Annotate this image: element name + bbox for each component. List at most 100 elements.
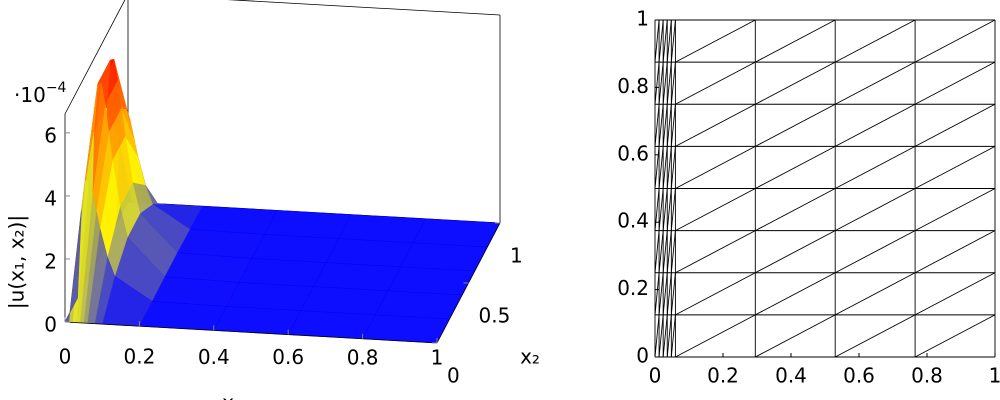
mesh-diagonal-edge [755, 19, 836, 63]
x1-tick-label: 0.2 [123, 345, 155, 369]
y-tick-label: 1 [636, 7, 649, 31]
mesh-diagonal-edge [666, 314, 672, 358]
z-scale-base: ·10 [14, 83, 46, 107]
mesh-diagonal-edge [914, 230, 996, 274]
x2-tick-label: 1 [510, 244, 523, 268]
mesh-diagonal-edge [834, 61, 916, 105]
surface-patch [251, 234, 340, 263]
x1-tick-label: 0 [59, 345, 72, 369]
y-tick-label: 0.2 [617, 276, 649, 300]
axis-box-edge [64, 0, 126, 115]
y-tick-label: 0.6 [617, 141, 649, 165]
y-tick-label: 0.8 [617, 74, 649, 98]
mesh-diagonal-edge [670, 230, 676, 273]
surface-patch [300, 286, 389, 316]
z-scale: ·10−4 [14, 80, 67, 107]
mesh-diagonal-edge [662, 62, 668, 105]
surface-patch [399, 242, 488, 272]
mesh-diagonal-edge [662, 230, 668, 273]
mesh-diagonal-edge [675, 61, 756, 105]
mesh-diagonal-edge [666, 272, 672, 315]
mesh-diagonal-edge [755, 145, 836, 189]
mesh-diagonal-edge [658, 104, 664, 147]
y-tick-label: 0 [636, 344, 649, 368]
mesh-diagonal-edge [662, 188, 668, 231]
mesh-diagonal-edge [666, 19, 672, 63]
axis-box-edge [227, 0, 501, 16]
mesh-diagonal-edge [658, 230, 664, 273]
mesh-diagonal-edge [914, 145, 996, 189]
mesh-diagonal-edge [755, 61, 836, 105]
mesh-diagonal-edge [834, 145, 916, 189]
mesh-diagonal-edge [675, 103, 756, 147]
mesh-diagonal-edge [654, 19, 660, 63]
mesh-diagonal-edge [914, 19, 996, 63]
surface-patch [387, 266, 476, 296]
mesh-diagonal-edge [666, 62, 672, 105]
mesh-diagonal-edge [670, 146, 676, 189]
z-axis-label: |u(x₁, x₂)| [5, 215, 29, 309]
axis-box-edge [64, 321, 438, 344]
x1-tick-label: 0.4 [198, 345, 230, 369]
mesh-diagonal-edge [654, 272, 660, 315]
surface-patch [374, 290, 463, 320]
mesh-diagonal-edge [914, 272, 996, 316]
mesh-diagonal-edge [658, 62, 664, 105]
mesh-diagonal-edge [834, 188, 916, 232]
surface-patch [338, 214, 427, 244]
mesh-diagonal-edge [755, 230, 836, 274]
surface-patch [238, 258, 327, 287]
mesh-diagonal-edge [666, 104, 672, 147]
mesh-diagonal-edge [670, 19, 676, 63]
surface-patch [312, 262, 401, 292]
x-tick-label: 0.4 [775, 364, 807, 388]
mesh-diagonal-edge [914, 314, 996, 358]
mesh-diagonal-edge [670, 272, 676, 315]
mesh-diagonal-edge [670, 104, 676, 147]
mesh-diagonal-edge [675, 314, 756, 358]
x2-axis-label: x₂ [520, 345, 540, 369]
mesh-diagonal-edge [658, 188, 664, 231]
mesh-diagonal-edge [654, 314, 660, 358]
x1-tick-label: 0.8 [347, 345, 379, 369]
mesh-diagonal-edge [834, 230, 916, 274]
x2-tick-label: 0 [447, 364, 460, 388]
surface-patch [225, 282, 314, 311]
x2-tick-label: 0.5 [479, 304, 511, 328]
z-tick-label: 4 [44, 186, 57, 210]
mesh-diagonal-edge [662, 146, 668, 189]
mesh-diagonal-edge [675, 188, 756, 232]
mesh-diagonal-edge [914, 188, 996, 232]
mesh-diagonal-edge [654, 230, 660, 273]
z-tick-label: 6 [44, 123, 57, 147]
mesh-diagonal-edge [670, 188, 676, 231]
mesh-diagonal-edge [914, 103, 996, 147]
y-tick-label: 0.4 [617, 209, 649, 233]
z-scale-exponent: −4 [46, 80, 67, 96]
mesh-diagonal-edge [755, 103, 836, 147]
mesh-diagonal-edge [670, 62, 676, 105]
surface-patch [325, 238, 414, 268]
surface-patch [263, 210, 352, 239]
mesh-diagonal-edge [670, 314, 676, 358]
mesh-diagonal-edge [914, 61, 996, 105]
mesh-diagonal-edge [755, 272, 836, 316]
mesh-diagonal-edge [658, 314, 664, 358]
surface-patch [412, 218, 501, 248]
mesh-diagonal-edge [675, 230, 756, 274]
mesh-diagonal-edge [654, 104, 660, 147]
mesh-diagonal-edge [834, 272, 916, 316]
mesh-diagonal-edge [755, 188, 836, 232]
x-tick-label: 0 [649, 364, 662, 388]
mesh-diagonal-edge [654, 146, 660, 189]
x1-tick-label: 0.6 [272, 345, 304, 369]
mesh-diagonal-edge [662, 19, 668, 63]
mesh-diagonal-edge [666, 146, 672, 189]
mesh-diagonal-edge [755, 314, 836, 358]
x1-axis-label: x₁ [222, 391, 242, 400]
x-tick-label: 0.2 [707, 364, 739, 388]
mesh-diagonal-edge [675, 145, 756, 189]
x1-tick-label: 1 [431, 346, 444, 370]
x-tick-label: 1 [989, 364, 1000, 388]
